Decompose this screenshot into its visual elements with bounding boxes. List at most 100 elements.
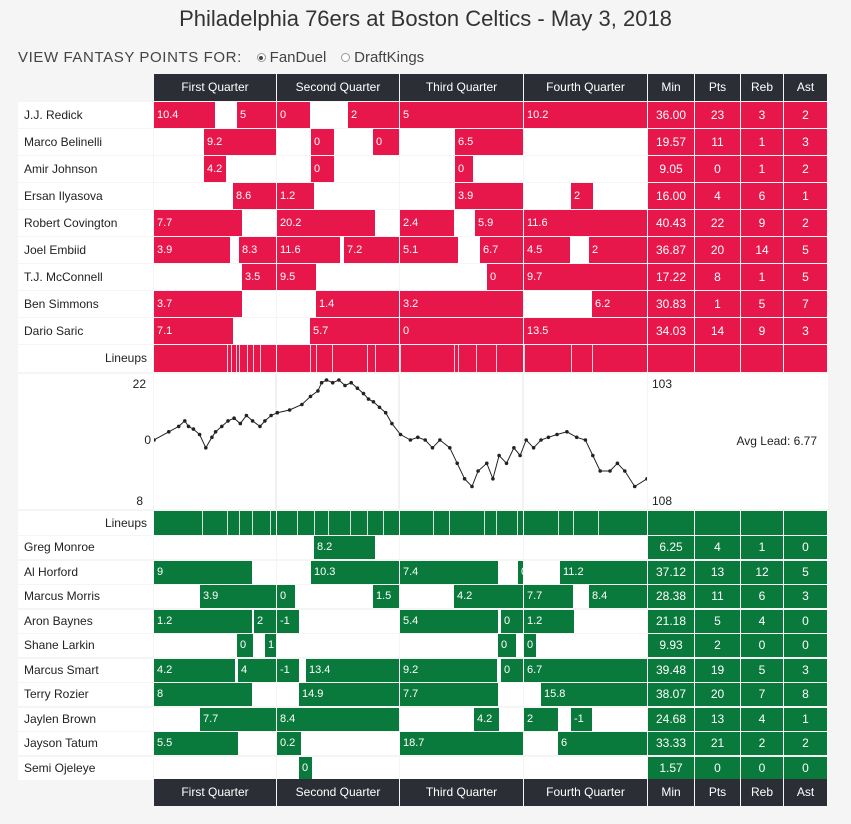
stint-bar[interactable]: 5 bbox=[400, 102, 523, 128]
stint-bar[interactable]: 7.7 bbox=[524, 585, 573, 608]
stint-bar[interactable]: 20.2 bbox=[277, 210, 375, 236]
stint-bar[interactable]: 9.5 bbox=[277, 264, 316, 290]
player-name[interactable]: J.J. Redick bbox=[18, 102, 153, 128]
stint-bar[interactable]: 6.5 bbox=[455, 129, 523, 155]
stint-bar[interactable]: 8.4 bbox=[589, 585, 647, 608]
stint-bar[interactable]: 1.2 bbox=[154, 609, 252, 633]
player-name[interactable]: T.J. McConnell bbox=[18, 264, 153, 290]
stint-bar[interactable]: 7.1 bbox=[154, 318, 233, 344]
stint-bar[interactable]: 0 bbox=[455, 156, 473, 182]
stint-bar[interactable]: 0 bbox=[501, 658, 523, 682]
stint-bar[interactable]: 3.5 bbox=[242, 264, 276, 290]
stint-bar[interactable]: 1.2 bbox=[524, 609, 574, 633]
player-name[interactable]: Robert Covington bbox=[18, 210, 153, 236]
stint-bar[interactable]: 11.6 bbox=[524, 210, 647, 236]
stint-bar[interactable]: 2 bbox=[524, 707, 558, 731]
stint-bar[interactable]: 0 bbox=[277, 102, 310, 128]
player-name[interactable]: Ersan Ilyasova bbox=[18, 183, 153, 209]
stint-bar[interactable]: 4 bbox=[238, 658, 276, 682]
lineups-quarter[interactable] bbox=[277, 345, 399, 372]
stint-bar[interactable]: 0 bbox=[518, 560, 527, 584]
stint-bar[interactable]: 5 bbox=[237, 102, 276, 128]
player-name[interactable]: Marco Belinelli bbox=[18, 129, 153, 155]
stint-bar[interactable]: 0.2 bbox=[277, 732, 301, 755]
player-name[interactable]: Joel Embiid bbox=[18, 237, 153, 263]
stint-bar[interactable]: 0 bbox=[237, 634, 253, 657]
stint-bar[interactable]: 3.7 bbox=[154, 291, 242, 317]
stint-bar[interactable]: 8.6 bbox=[233, 183, 276, 209]
stint-bar[interactable]: 2 bbox=[348, 102, 399, 128]
lineups-quarter[interactable] bbox=[524, 345, 647, 372]
stint-bar[interactable]: 10.3 bbox=[311, 560, 399, 584]
stint-bar[interactable]: 8.3 bbox=[239, 237, 276, 263]
stint-bar[interactable]: 14.9 bbox=[299, 683, 399, 706]
stint-bar[interactable]: 6.7 bbox=[524, 658, 647, 682]
player-name[interactable]: Marcus Smart bbox=[18, 658, 153, 682]
stint-bar[interactable]: 13.4 bbox=[306, 658, 399, 682]
stint-bar[interactable]: 5.5 bbox=[154, 732, 238, 755]
stint-bar[interactable]: 0 bbox=[400, 318, 523, 344]
stint-bar[interactable]: 1.5 bbox=[373, 585, 399, 608]
stint-bar[interactable]: 1.4 bbox=[316, 291, 399, 317]
stint-bar[interactable]: 11.6 bbox=[277, 237, 340, 263]
draftkings-option[interactable]: DraftKings bbox=[341, 49, 424, 66]
stint-bar[interactable]: 0 bbox=[498, 634, 516, 657]
player-name[interactable]: Ben Simmons bbox=[18, 291, 153, 317]
stint-bar[interactable]: 0 bbox=[501, 609, 523, 633]
stint-bar[interactable]: 8 bbox=[154, 683, 252, 706]
stint-bar[interactable]: 0 bbox=[487, 264, 523, 290]
player-name[interactable]: Al Horford bbox=[18, 560, 153, 584]
stint-bar[interactable]: 4.2 bbox=[454, 585, 523, 608]
stint-bar[interactable]: 3.9 bbox=[455, 183, 523, 209]
stint-bar[interactable]: 4.2 bbox=[204, 156, 226, 182]
lineups-quarter[interactable] bbox=[400, 511, 523, 535]
lineups-quarter[interactable] bbox=[154, 345, 276, 372]
player-name[interactable]: Dario Saric bbox=[18, 318, 153, 344]
lineups-quarter[interactable] bbox=[524, 511, 647, 535]
stint-bar[interactable]: 6.7 bbox=[480, 237, 523, 263]
lineups-quarter[interactable] bbox=[154, 511, 276, 535]
stint-bar[interactable]: 4.2 bbox=[154, 658, 235, 682]
stint-bar[interactable]: 9.2 bbox=[400, 658, 497, 682]
stint-bar[interactable]: 0 bbox=[311, 156, 334, 182]
stint-bar[interactable]: 10.4 bbox=[154, 102, 215, 128]
stint-bar[interactable]: 5.9 bbox=[475, 210, 523, 236]
stint-bar[interactable]: 0 bbox=[311, 129, 334, 155]
stint-bar[interactable]: -1 bbox=[277, 609, 299, 633]
stint-bar[interactable]: 3.2 bbox=[400, 291, 523, 317]
player-name[interactable]: Terry Rozier bbox=[18, 683, 153, 706]
stint-bar[interactable]: -1 bbox=[277, 658, 299, 682]
stint-bar[interactable]: 2 bbox=[254, 609, 276, 633]
stint-bar[interactable]: 15.8 bbox=[541, 683, 647, 706]
stint-bar[interactable]: 2 bbox=[589, 237, 647, 263]
stint-bar[interactable]: 5.4 bbox=[400, 609, 498, 633]
lineups-quarter[interactable] bbox=[277, 511, 399, 535]
stint-bar[interactable]: 8.4 bbox=[277, 707, 399, 731]
stint-bar[interactable]: 1.2 bbox=[277, 183, 314, 209]
stint-bar[interactable]: 4.5 bbox=[524, 237, 570, 263]
player-name[interactable]: Jaylen Brown bbox=[18, 707, 153, 731]
stint-bar[interactable]: 11.2 bbox=[560, 560, 647, 584]
stint-bar[interactable]: 2 bbox=[571, 183, 593, 209]
stint-bar[interactable]: 0 bbox=[373, 129, 399, 155]
stint-bar[interactable]: 3.9 bbox=[154, 237, 230, 263]
player-name[interactable]: Shane Larkin bbox=[18, 634, 153, 657]
stint-bar[interactable]: 7.7 bbox=[400, 683, 498, 706]
stint-bar[interactable]: 9.2 bbox=[204, 129, 276, 155]
stint-bar[interactable]: 6 bbox=[558, 732, 647, 755]
stint-bar[interactable]: 0 bbox=[299, 756, 312, 780]
stint-bar[interactable]: -1 bbox=[571, 707, 592, 731]
stint-bar[interactable]: 10.2 bbox=[524, 102, 647, 128]
fanduel-option[interactable]: FanDuel bbox=[256, 49, 326, 66]
player-name[interactable]: Amir Johnson bbox=[18, 156, 153, 182]
stint-bar[interactable]: 0 bbox=[524, 634, 536, 657]
stint-bar[interactable]: 18.7 bbox=[400, 732, 523, 755]
player-name[interactable]: Marcus Morris bbox=[18, 585, 153, 608]
stint-bar[interactable]: 4.2 bbox=[474, 707, 499, 731]
stint-bar[interactable]: 6.2 bbox=[592, 291, 647, 317]
stint-bar[interactable]: 13.5 bbox=[524, 318, 647, 344]
stint-bar[interactable]: 2.4 bbox=[400, 210, 454, 236]
stint-bar[interactable]: 9.7 bbox=[524, 264, 647, 290]
player-name[interactable]: Greg Monroe bbox=[18, 536, 153, 559]
player-name[interactable]: Jayson Tatum bbox=[18, 732, 153, 755]
